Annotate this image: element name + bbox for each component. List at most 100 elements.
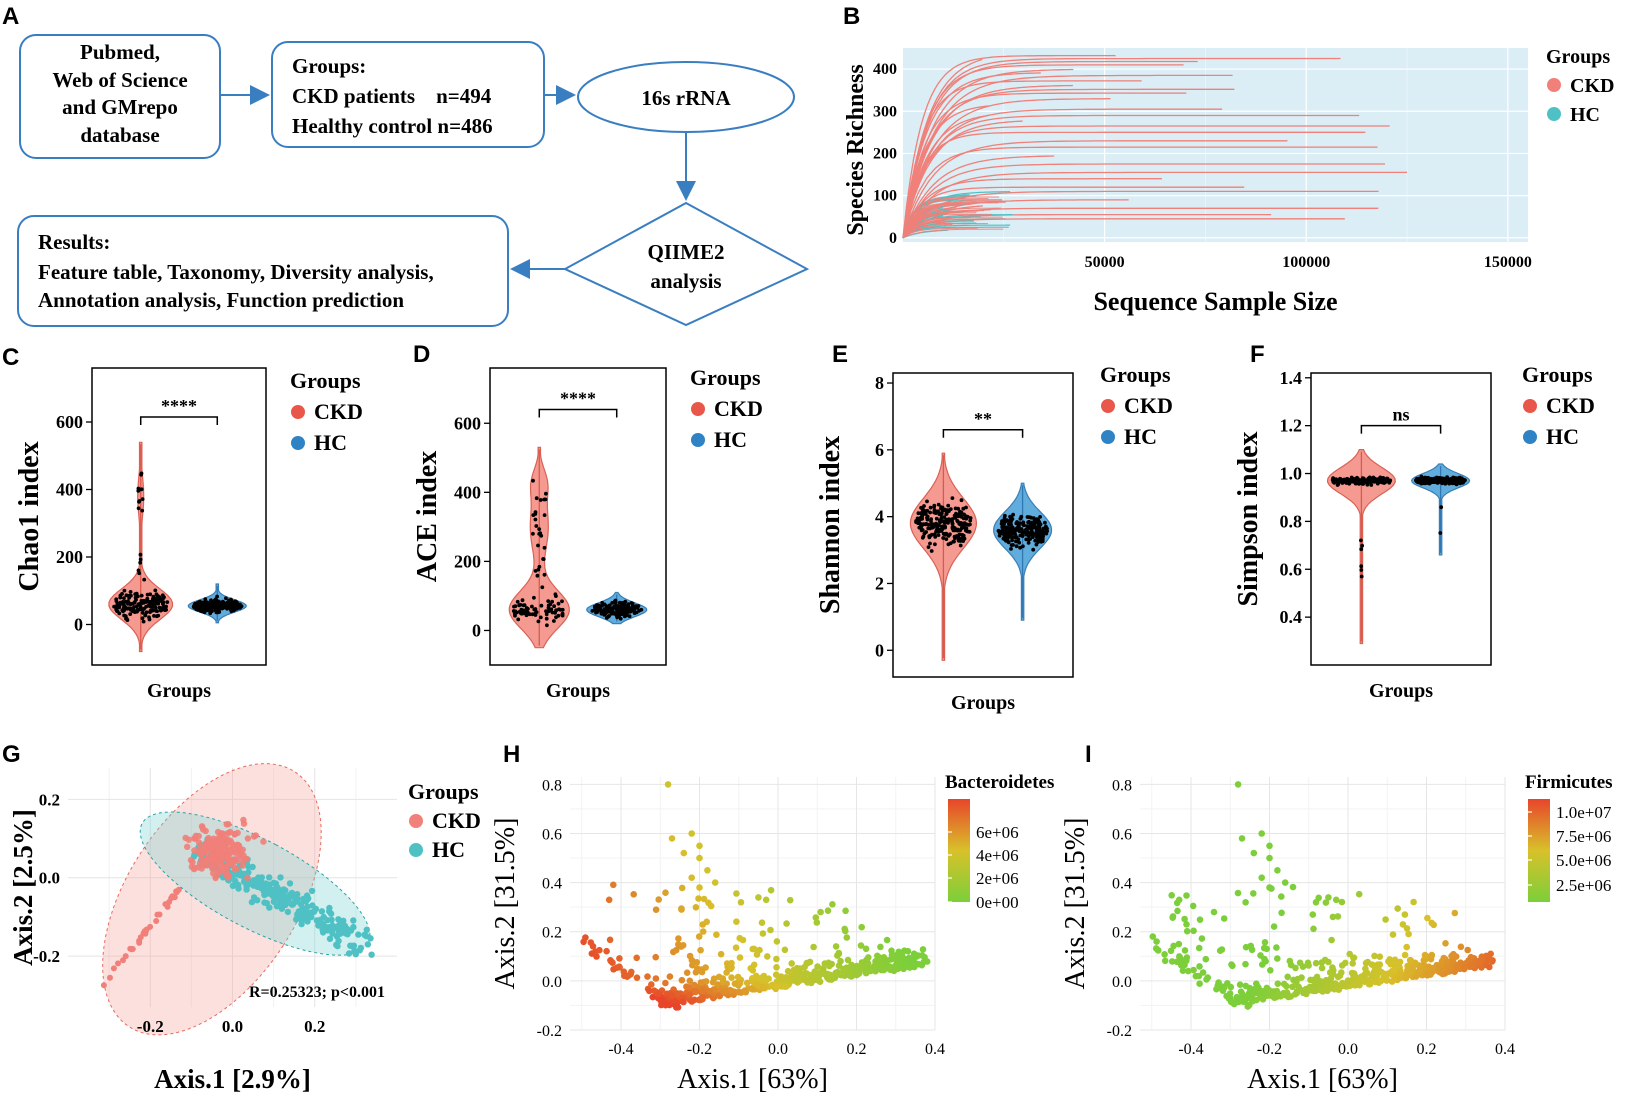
ckd-low-curve-25	[902, 228, 1004, 239]
data-point-ckd	[141, 619, 146, 624]
pcoa-point	[711, 879, 719, 886]
pcoa-point	[1270, 923, 1278, 930]
data-point-ckd	[959, 510, 964, 515]
pcoa-point	[1403, 943, 1410, 951]
data-point-hc	[621, 601, 626, 606]
pcoa-point	[688, 874, 695, 881]
statistics-annotation: R=0.25323; p<0.001	[249, 984, 385, 1001]
y-axis-label: Species Richness	[843, 64, 869, 235]
pcoa-point	[679, 998, 686, 1005]
pcoa-point	[759, 930, 767, 937]
pcoa-point	[646, 987, 653, 995]
pcoa-point	[610, 966, 617, 973]
chao1-violin-chart: 0 200 400 600 Groups Chao1 index **** Groups CKD…	[14, 367, 363, 702]
data-point-ckd	[520, 598, 525, 603]
pcoa-point	[696, 842, 703, 850]
data-point-ckd	[157, 595, 162, 600]
y-tick-label: 0.8	[542, 777, 562, 794]
ckd-curve-17	[902, 120, 1023, 238]
data-point-ckd	[524, 612, 529, 617]
data-point-ckd	[538, 615, 543, 620]
data-point-ckd	[937, 519, 942, 524]
significance-label: **	[974, 409, 992, 429]
x-tick-label: -0.4	[1178, 1041, 1203, 1058]
pcoa-point	[630, 891, 637, 898]
ckd-point	[239, 862, 246, 869]
pcoa-point	[1153, 938, 1160, 945]
pcoa-point	[607, 957, 614, 964]
pcoa-point	[779, 976, 787, 983]
data-point-hc	[1001, 519, 1006, 523]
data-point-hc	[592, 608, 597, 612]
data-point-ckd	[538, 531, 543, 536]
legend-label-ckd: CKD	[1546, 393, 1595, 418]
ckd-low-curve-39	[902, 205, 942, 239]
pcoa-point	[1344, 977, 1352, 984]
data-point-hc	[1006, 539, 1010, 544]
data-point-hc	[1041, 526, 1046, 531]
data-point-ckd	[957, 532, 962, 537]
db-line-2: Web of Science	[52, 68, 187, 92]
colorbar-label: 4e+06	[976, 846, 1019, 865]
data-point-ckd	[958, 522, 963, 527]
x-tick-label: 0.2	[1417, 1041, 1437, 1058]
y-tick-label: 300	[873, 103, 897, 120]
data-point-hc	[1013, 532, 1018, 537]
pcoa-point	[1250, 849, 1258, 857]
pcoa-point	[1198, 935, 1206, 942]
data-point-ckd	[928, 510, 932, 515]
data-point-hc	[1002, 522, 1006, 526]
pcoa-point	[835, 949, 843, 957]
pcoa-point	[1281, 879, 1289, 886]
ckd-point	[234, 829, 241, 837]
data-point-ckd	[545, 623, 549, 628]
hc-point	[350, 923, 357, 931]
pcoa-point	[688, 956, 696, 964]
pcoa-point	[1389, 931, 1397, 938]
data-point-hc	[1419, 481, 1424, 486]
ckd-curve-19	[902, 131, 1366, 238]
pcoa-point	[1273, 944, 1280, 951]
pcoa-point	[1382, 916, 1389, 923]
legend-title: Groups	[408, 779, 479, 804]
data-point-ckd	[530, 612, 535, 617]
data-point-ckd	[139, 599, 144, 603]
pcoa-groups-chart: R=0.25323; p<0.001-0.20.00.2-0.2 0.0 0.2Ax…	[8, 763, 481, 1094]
pcoa-point	[773, 955, 780, 963]
ckd-point	[190, 865, 198, 873]
data-point-hc	[1447, 477, 1452, 482]
hc-point	[305, 895, 312, 902]
pcoa-point	[1242, 899, 1249, 906]
pcoa-point	[728, 974, 735, 981]
pcoa-point	[668, 835, 676, 842]
pcoa-point	[1350, 954, 1357, 962]
data-point-ckd	[165, 600, 170, 604]
pcoa-point	[716, 992, 723, 1000]
data-point-ckd	[533, 517, 538, 522]
pcoa-point	[741, 987, 748, 994]
ckd-tail-point	[100, 982, 107, 989]
data-point-hc	[607, 614, 611, 618]
data-point-ckd	[948, 541, 953, 546]
pcoa-point	[1216, 947, 1224, 954]
pcoa-point	[1440, 954, 1448, 962]
hc-point	[261, 899, 268, 906]
colorbar-title: Firmicutes	[1525, 772, 1613, 793]
pcoa-point	[843, 964, 850, 971]
results-box	[17, 215, 509, 327]
data-point-hc	[1444, 477, 1449, 481]
ckd-point	[197, 842, 204, 849]
data-point-ckd	[136, 602, 141, 607]
data-point-ckd	[539, 603, 544, 608]
ckd-point	[203, 856, 211, 863]
pcoa-point	[606, 936, 614, 944]
pcoa-point	[1338, 898, 1346, 906]
x-tick-label: -0.2	[1257, 1041, 1282, 1058]
data-point-ckd	[1386, 478, 1390, 482]
ckd-low-curve-37	[902, 199, 1001, 239]
pcoa-point	[709, 979, 717, 986]
ckd-curve-10	[902, 88, 1235, 238]
data-point-hc	[595, 605, 600, 609]
data-point-ckd	[153, 605, 158, 610]
